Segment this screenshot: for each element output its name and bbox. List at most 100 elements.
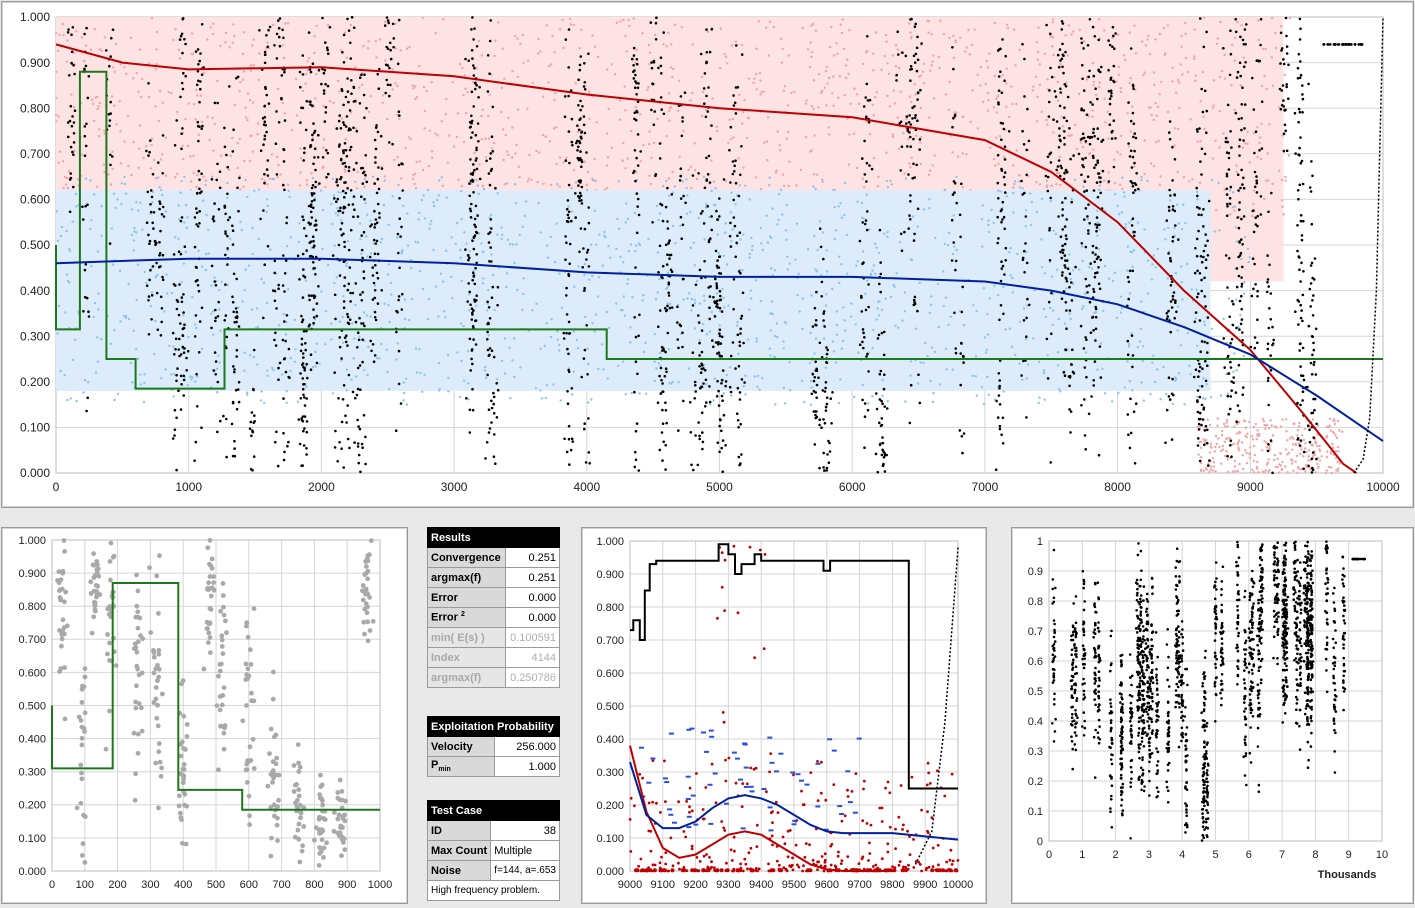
black-point xyxy=(317,156,320,159)
pink-point xyxy=(1281,179,1283,181)
blue-point xyxy=(64,311,66,313)
blue-point xyxy=(813,352,815,354)
black-point xyxy=(732,308,735,311)
black-point xyxy=(278,121,281,124)
blue-point xyxy=(586,189,588,191)
blue-point xyxy=(418,212,420,214)
pink-point xyxy=(1285,448,1287,450)
black-point xyxy=(997,182,1000,185)
black-point xyxy=(303,227,306,230)
pink-point xyxy=(113,71,115,73)
black-point xyxy=(668,239,671,242)
black-point xyxy=(1243,65,1246,68)
black-point xyxy=(469,431,472,434)
black-point xyxy=(1172,295,1175,298)
blue-point xyxy=(932,392,934,394)
black-point xyxy=(999,70,1002,73)
blue-point xyxy=(1100,342,1102,344)
black-point xyxy=(583,357,586,360)
black-point xyxy=(1021,43,1024,46)
black-point xyxy=(915,53,918,56)
pink-point xyxy=(137,167,139,169)
black-point xyxy=(1085,140,1088,143)
pink-point xyxy=(503,78,505,80)
pink-point xyxy=(909,95,911,97)
blue-point xyxy=(628,250,630,252)
black-point xyxy=(1133,162,1136,165)
pink-point xyxy=(1115,81,1117,83)
pink-point xyxy=(1242,468,1244,470)
pink-point xyxy=(910,101,912,103)
black-point xyxy=(661,409,664,412)
black-point xyxy=(826,362,829,365)
black-point xyxy=(1206,240,1209,243)
blue-point xyxy=(597,368,599,370)
black-point xyxy=(493,455,496,458)
pink-point xyxy=(412,87,414,89)
black-point xyxy=(1114,32,1117,35)
black-point xyxy=(1068,286,1071,289)
blue-point xyxy=(1143,399,1145,401)
pink-point xyxy=(815,30,817,32)
pink-point xyxy=(485,156,487,158)
pink-point xyxy=(493,55,495,57)
pink-point xyxy=(502,47,504,49)
blue-point xyxy=(609,257,611,259)
black-point xyxy=(895,74,898,77)
black-point xyxy=(824,422,827,425)
blue-point xyxy=(981,246,983,248)
blue-point xyxy=(519,234,521,236)
blue-point xyxy=(1058,318,1060,320)
blue-point xyxy=(875,318,877,320)
blue-point xyxy=(756,386,758,388)
pink-point xyxy=(862,63,864,65)
black-point xyxy=(863,336,866,339)
pink-point xyxy=(725,56,727,58)
black-point xyxy=(668,294,671,297)
pink-point xyxy=(743,99,745,101)
black-point xyxy=(1169,194,1172,197)
pink-point xyxy=(766,140,768,142)
blue-point xyxy=(392,195,394,197)
pink-point xyxy=(276,156,278,158)
blue-point xyxy=(278,324,280,326)
blue-point xyxy=(468,309,470,311)
pink-point xyxy=(83,60,85,62)
blue-point xyxy=(402,399,404,401)
blue-point xyxy=(261,390,263,392)
pink-point xyxy=(1199,100,1201,102)
black-point xyxy=(83,33,86,36)
blue-point xyxy=(427,318,429,320)
pink-point xyxy=(763,91,765,93)
blue-point xyxy=(896,272,898,274)
black-point xyxy=(1241,103,1244,106)
black-point xyxy=(1201,261,1204,264)
pink-point xyxy=(412,85,414,87)
black-point xyxy=(1300,220,1303,223)
black-point xyxy=(883,354,886,357)
black-point xyxy=(302,219,305,222)
pink-point xyxy=(1180,46,1182,48)
black-point xyxy=(1070,201,1073,204)
blue-point xyxy=(515,243,517,245)
pink-point xyxy=(103,171,105,173)
blue-point xyxy=(905,177,907,179)
pink-point xyxy=(1337,450,1339,452)
pink-point xyxy=(848,29,850,31)
blue-point xyxy=(1043,308,1045,310)
pink-point xyxy=(127,165,129,167)
blue-point xyxy=(631,392,633,394)
blue-point xyxy=(163,310,165,312)
blue-point xyxy=(1025,225,1027,227)
pink-point xyxy=(633,17,635,19)
blue-point xyxy=(446,197,448,199)
blue-point xyxy=(839,378,841,380)
black-point xyxy=(380,135,383,138)
black-point xyxy=(1088,284,1091,287)
black-point xyxy=(1261,100,1264,103)
blue-point xyxy=(334,244,336,246)
blue-point xyxy=(840,263,842,265)
blue-point xyxy=(427,189,429,191)
black-point xyxy=(1167,310,1170,313)
blue-point xyxy=(669,303,671,305)
